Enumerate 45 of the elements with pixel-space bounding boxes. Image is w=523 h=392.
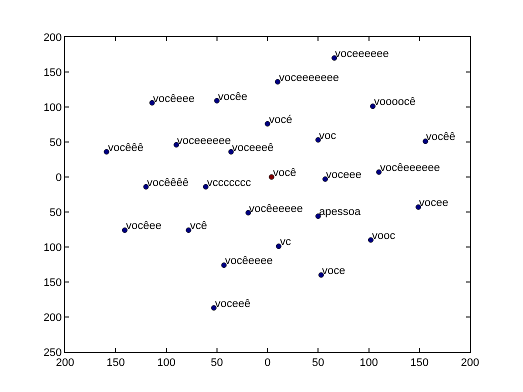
annotation: voceeeeeee	[279, 72, 339, 84]
annotation: vooc	[372, 230, 396, 242]
annotation: você	[273, 167, 296, 179]
annotation: vocee	[419, 197, 448, 209]
annotation: voc	[319, 130, 337, 142]
annotation: voooocê	[374, 96, 416, 108]
y-tick-label: 150	[43, 66, 62, 79]
x-tick-label: 0	[264, 357, 271, 370]
y-tick-label: 50	[50, 206, 62, 219]
annotation: voceee	[326, 169, 362, 181]
y-tick-label: 100	[43, 242, 62, 254]
x-tick-label: 200	[460, 357, 480, 370]
annotation: vocêee	[126, 220, 162, 232]
annotation: vcê	[190, 220, 208, 232]
y-tick-label: 50	[50, 136, 62, 149]
x-tick-label: 50	[210, 357, 224, 370]
annotation: vocêêê	[108, 142, 144, 154]
y-tick-label: 200	[43, 312, 62, 324]
x-tick-label: 50	[312, 357, 324, 370]
y-tick-label: 0	[56, 172, 62, 184]
point	[276, 244, 282, 250]
y-tick-label: 150	[43, 276, 62, 289]
annotation: voceeeeee	[335, 48, 389, 60]
annotation: vocêeeeeee	[380, 162, 440, 174]
y-tick-label: 200	[43, 32, 62, 44]
annotation: voceeê	[215, 298, 250, 310]
annotation: vocêe	[218, 91, 248, 103]
x-tick-label: 150	[410, 357, 429, 370]
x-tick-label: 150	[106, 357, 125, 370]
x-tick-label: 100	[360, 357, 378, 370]
x-tick-label: 100	[157, 357, 176, 370]
annotation: vccccccc	[207, 177, 252, 189]
annotation: vc	[280, 236, 292, 248]
annotation: voceeeê	[232, 142, 274, 154]
annotation: voce	[322, 265, 346, 277]
annotation: voceeeeee	[177, 135, 231, 147]
annotation: vocé	[269, 114, 292, 126]
annotation: vocêê	[426, 131, 456, 143]
y-tick-label: 100	[43, 102, 62, 114]
annotation: vocêeeee	[225, 255, 273, 267]
annotation: vocêeeeee	[249, 203, 303, 215]
annotation: vocêêêê	[147, 177, 189, 189]
annotation: apessoa	[319, 206, 362, 218]
y-tick-label: 250	[43, 346, 62, 359]
annotation: vocêeee	[153, 93, 195, 105]
